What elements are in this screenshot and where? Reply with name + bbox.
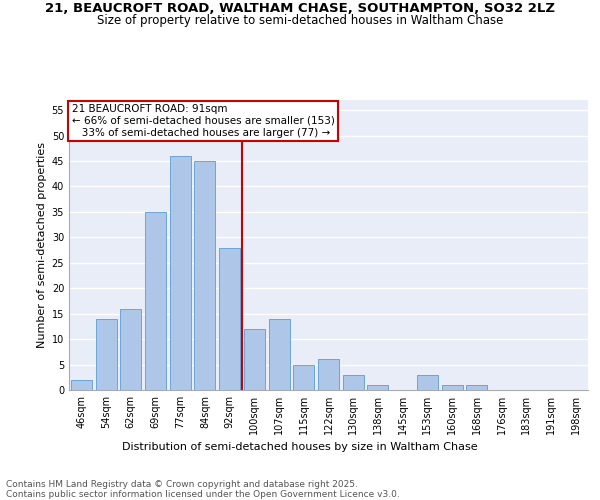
Bar	[269, 319, 290, 390]
Bar	[466, 385, 487, 390]
Text: 21 BEAUCROFT ROAD: 91sqm
← 66% of semi-detached houses are smaller (153)
   33% : 21 BEAUCROFT ROAD: 91sqm ← 66% of semi-d…	[71, 104, 334, 138]
Bar	[219, 248, 240, 390]
Bar	[170, 156, 191, 390]
Bar	[71, 380, 92, 390]
Bar	[293, 364, 314, 390]
Bar	[120, 308, 141, 390]
Text: Contains HM Land Registry data © Crown copyright and database right 2025.
Contai: Contains HM Land Registry data © Crown c…	[6, 480, 400, 499]
Text: Size of property relative to semi-detached houses in Waltham Chase: Size of property relative to semi-detach…	[97, 14, 503, 27]
Text: 21, BEAUCROFT ROAD, WALTHAM CHASE, SOUTHAMPTON, SO32 2LZ: 21, BEAUCROFT ROAD, WALTHAM CHASE, SOUTH…	[45, 2, 555, 16]
Bar	[145, 212, 166, 390]
Y-axis label: Number of semi-detached properties: Number of semi-detached properties	[37, 142, 47, 348]
Bar	[318, 360, 339, 390]
Bar	[417, 374, 438, 390]
Bar	[442, 385, 463, 390]
Bar	[194, 161, 215, 390]
Bar	[244, 329, 265, 390]
Bar	[95, 319, 116, 390]
Text: Distribution of semi-detached houses by size in Waltham Chase: Distribution of semi-detached houses by …	[122, 442, 478, 452]
Bar	[367, 385, 388, 390]
Bar	[343, 374, 364, 390]
